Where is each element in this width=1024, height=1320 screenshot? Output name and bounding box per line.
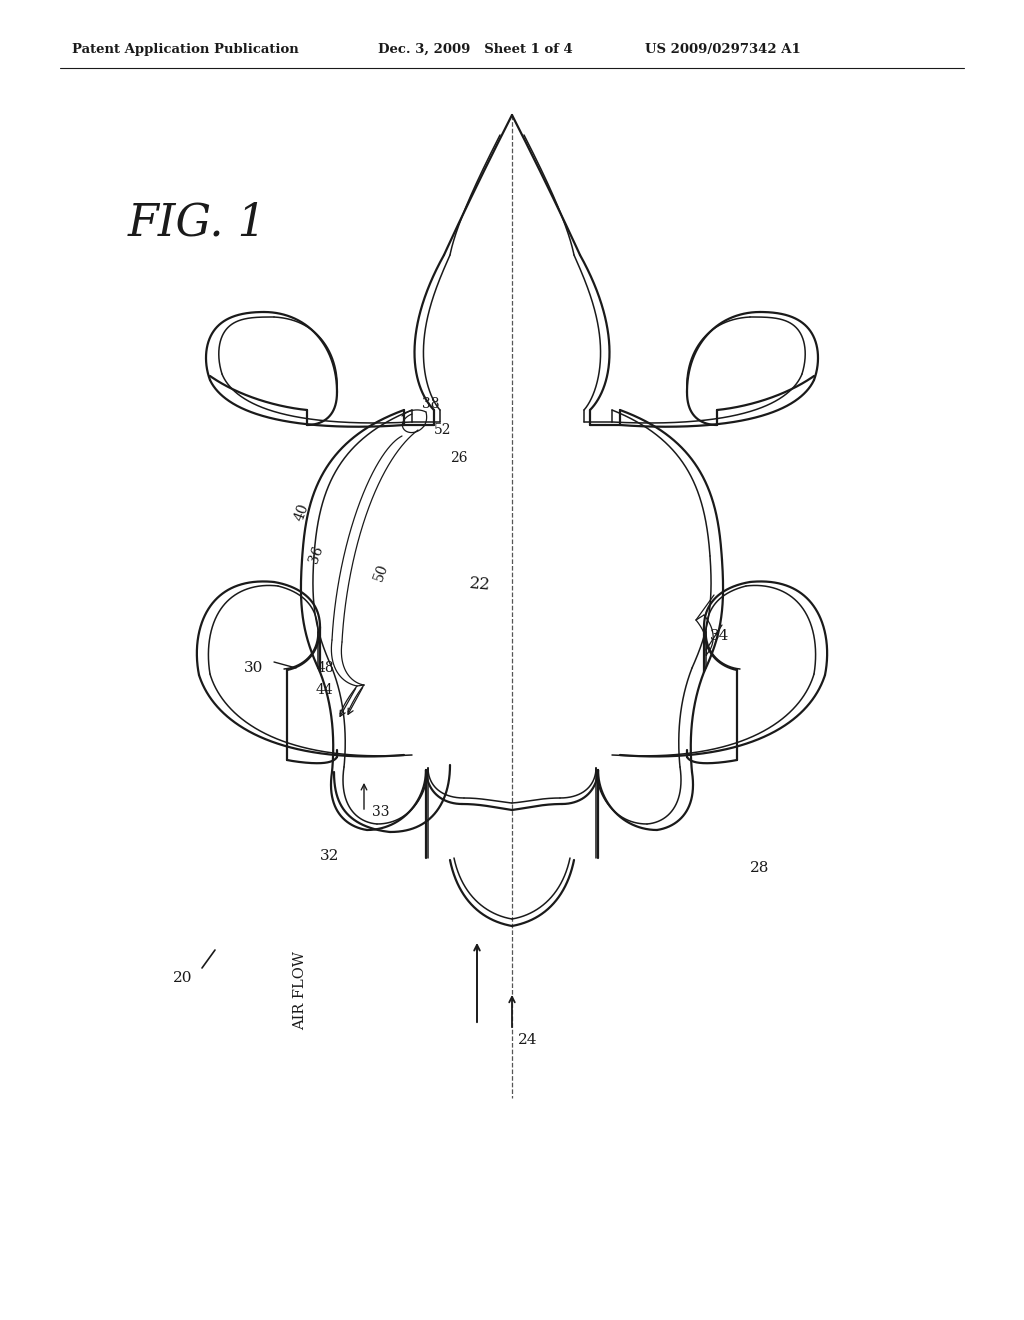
Text: 50: 50: [372, 562, 391, 583]
Text: 48: 48: [317, 661, 335, 675]
Text: 20: 20: [173, 972, 193, 985]
Text: 28: 28: [750, 861, 769, 875]
Text: 24: 24: [518, 1034, 538, 1047]
Text: 30: 30: [244, 661, 263, 675]
Text: 22: 22: [468, 576, 490, 594]
Text: US 2009/0297342 A1: US 2009/0297342 A1: [645, 44, 801, 55]
Text: 33: 33: [372, 805, 389, 818]
Text: Patent Application Publication: Patent Application Publication: [72, 44, 299, 55]
Text: 40: 40: [292, 502, 311, 523]
Text: 32: 32: [319, 849, 339, 863]
Text: 34: 34: [710, 630, 729, 643]
Text: 52: 52: [434, 422, 452, 437]
Text: AIR FLOW: AIR FLOW: [293, 952, 307, 1030]
Text: 44: 44: [316, 682, 334, 697]
Text: FIG. 1: FIG. 1: [128, 201, 267, 244]
Text: 36: 36: [307, 544, 326, 565]
Text: 38: 38: [422, 397, 439, 411]
Text: Dec. 3, 2009   Sheet 1 of 4: Dec. 3, 2009 Sheet 1 of 4: [378, 44, 572, 55]
Text: 26: 26: [450, 451, 468, 465]
